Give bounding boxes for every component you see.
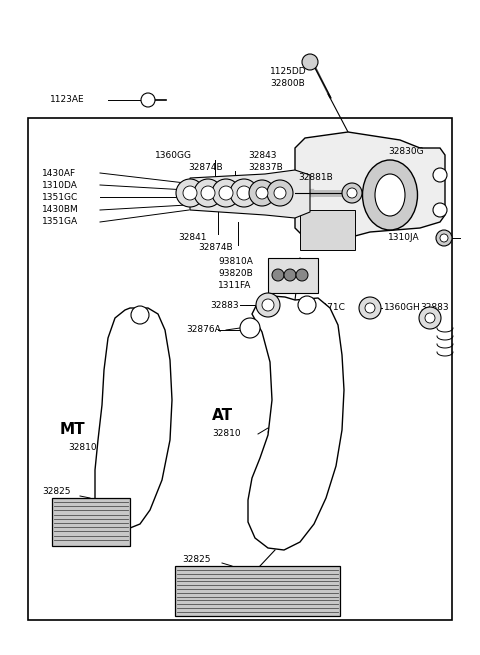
Text: 1351GC: 1351GC [42, 193, 78, 202]
Bar [268, 258, 318, 293]
Text: AT: AT [212, 407, 233, 422]
Text: 93810A: 93810A [218, 257, 253, 267]
Text: 32883: 32883 [210, 301, 239, 310]
Circle shape [267, 180, 293, 206]
Circle shape [249, 180, 275, 206]
Circle shape [201, 186, 215, 200]
Circle shape [296, 269, 308, 281]
Circle shape [347, 188, 357, 198]
Text: 1125DD: 1125DD [270, 67, 307, 77]
Text: MT: MT [60, 422, 85, 438]
Circle shape [194, 179, 222, 207]
Text: 32871C: 32871C [310, 303, 345, 312]
Circle shape [365, 303, 375, 313]
Polygon shape [95, 308, 172, 530]
Text: 32881B: 32881B [298, 174, 333, 183]
Text: 32837B: 32837B [248, 164, 283, 172]
Text: 32800B: 32800B [270, 79, 305, 88]
Circle shape [302, 54, 318, 70]
Circle shape [256, 293, 280, 317]
Text: 1310DA: 1310DA [42, 181, 78, 189]
Text: 32810: 32810 [212, 430, 240, 438]
Text: 1351GA: 1351GA [42, 217, 78, 227]
Text: 32841: 32841 [178, 233, 206, 242]
Circle shape [284, 269, 296, 281]
Circle shape [212, 179, 240, 207]
Circle shape [272, 269, 284, 281]
Text: 32883: 32883 [420, 303, 449, 312]
Polygon shape [190, 170, 310, 218]
Text: 32876A: 32876A [186, 326, 221, 335]
Circle shape [262, 299, 274, 311]
Circle shape [240, 318, 260, 338]
Circle shape [274, 187, 286, 199]
Circle shape [433, 203, 447, 217]
Circle shape [436, 230, 452, 246]
Text: 1123AE: 1123AE [50, 96, 84, 105]
Circle shape [176, 179, 204, 207]
Text: 1310JA: 1310JA [388, 233, 420, 242]
Text: 32810: 32810 [68, 443, 96, 453]
Text: 1311FA: 1311FA [218, 282, 252, 291]
Text: 93820B: 93820B [218, 269, 253, 278]
Text: 32830G: 32830G [388, 147, 424, 157]
Text: 1430BM: 1430BM [42, 206, 79, 214]
Circle shape [298, 296, 316, 314]
Polygon shape [248, 296, 344, 550]
Text: 1360GG: 1360GG [155, 151, 192, 160]
Bar [300, 210, 355, 250]
Bar [28, 118, 452, 620]
Circle shape [219, 186, 233, 200]
Text: 1430AF: 1430AF [42, 168, 76, 178]
Bar [175, 566, 340, 616]
Circle shape [440, 234, 448, 242]
Circle shape [141, 93, 155, 107]
Circle shape [230, 179, 258, 207]
Circle shape [237, 186, 251, 200]
Text: 32843: 32843 [248, 151, 276, 160]
Circle shape [433, 168, 447, 182]
Circle shape [342, 183, 362, 203]
Text: 32825: 32825 [182, 555, 211, 565]
Text: 32874B: 32874B [198, 244, 233, 252]
Bar [52, 498, 130, 546]
Circle shape [425, 313, 435, 323]
Circle shape [419, 307, 441, 329]
Text: 32825: 32825 [42, 487, 71, 496]
Polygon shape [295, 132, 445, 240]
Circle shape [256, 187, 268, 199]
Ellipse shape [362, 160, 418, 230]
Text: 32874B: 32874B [188, 162, 223, 172]
Circle shape [183, 186, 197, 200]
Circle shape [359, 297, 381, 319]
Circle shape [131, 306, 149, 324]
Text: 1360GH: 1360GH [384, 303, 421, 312]
Ellipse shape [375, 174, 405, 216]
